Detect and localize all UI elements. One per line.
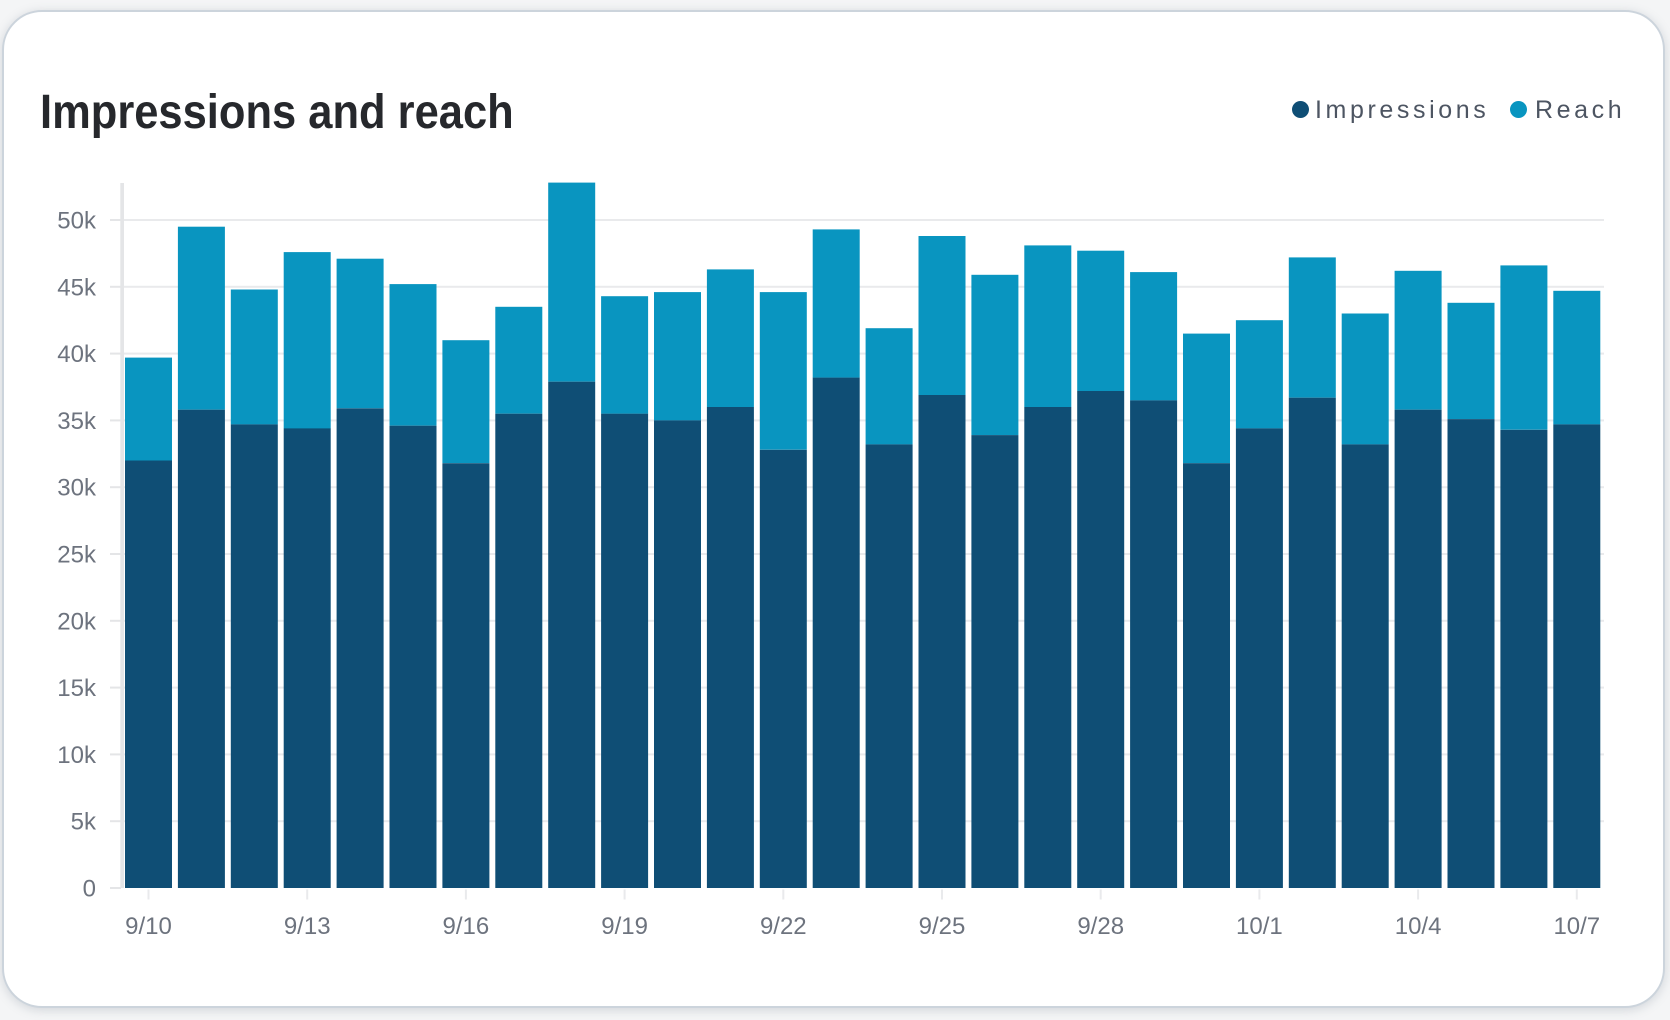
svg-text:15k: 15k bbox=[57, 675, 97, 702]
svg-text:9/10: 9/10 bbox=[125, 913, 172, 940]
svg-text:20k: 20k bbox=[57, 608, 97, 635]
svg-text:9/19: 9/19 bbox=[601, 913, 648, 940]
svg-text:5k: 5k bbox=[71, 809, 97, 836]
svg-text:10/4: 10/4 bbox=[1395, 913, 1442, 940]
svg-text:45k: 45k bbox=[57, 274, 97, 301]
svg-text:25k: 25k bbox=[57, 542, 97, 569]
svg-text:0: 0 bbox=[83, 876, 96, 903]
svg-text:40k: 40k bbox=[57, 341, 97, 368]
svg-text:9/22: 9/22 bbox=[760, 913, 807, 940]
svg-text:10/1: 10/1 bbox=[1236, 913, 1283, 940]
svg-text:50k: 50k bbox=[57, 208, 97, 235]
svg-text:35k: 35k bbox=[57, 408, 97, 435]
svg-text:9/16: 9/16 bbox=[443, 913, 490, 940]
svg-text:9/25: 9/25 bbox=[919, 913, 966, 940]
svg-text:30k: 30k bbox=[57, 475, 97, 502]
svg-text:9/28: 9/28 bbox=[1077, 913, 1124, 940]
svg-text:10k: 10k bbox=[57, 742, 97, 769]
svg-text:10/7: 10/7 bbox=[1553, 913, 1600, 940]
svg-text:9/13: 9/13 bbox=[284, 913, 331, 940]
